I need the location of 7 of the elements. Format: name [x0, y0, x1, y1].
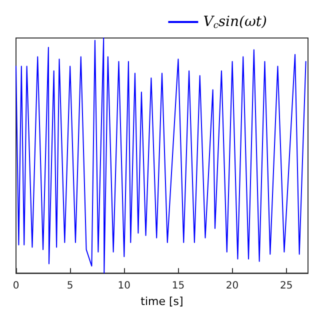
x-tick-label: 5 [66, 280, 74, 292]
x-tick-label: 15 [172, 280, 185, 292]
x-axis-title: time [s] [140, 295, 184, 308]
x-tick-label: 10 [118, 280, 131, 292]
x-tick-label: 25 [280, 280, 293, 292]
x-tick-label: 20 [226, 280, 239, 292]
x-tick-label: 0 [12, 280, 20, 292]
